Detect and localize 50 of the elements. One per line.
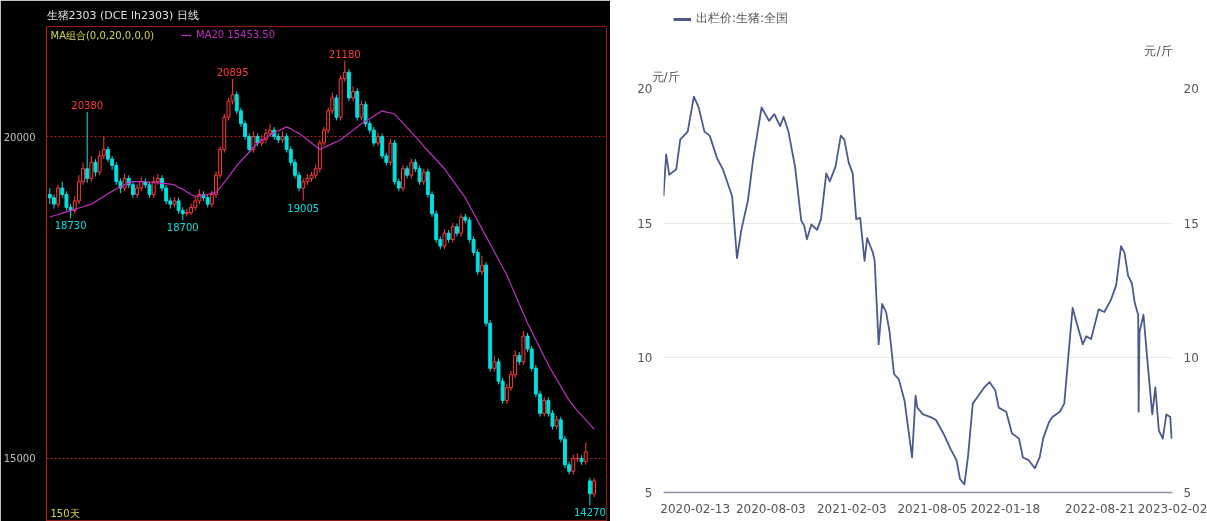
x-tick-label: 2021-02-03	[816, 501, 887, 516]
y-tick-label: 15	[637, 216, 653, 231]
line-series	[49, 110, 595, 430]
text: 21180	[328, 48, 361, 60]
candlestick	[351, 85, 356, 102]
annotation: MA组合(0,0,20,0,0,0)	[50, 29, 155, 41]
candlestick	[592, 477, 596, 498]
line-series	[663, 95, 1173, 486]
x-tick-label: 2020-02-13	[660, 501, 731, 516]
candlestick	[85, 111, 90, 184]
x-tick-label: 2022-01-18	[970, 501, 1041, 516]
legend-label: MA20 15453.50	[196, 29, 276, 40]
candlestick	[388, 138, 393, 167]
text: 18730	[54, 220, 87, 232]
y-tick-label: 10	[637, 351, 653, 366]
text: 20380	[71, 100, 104, 112]
x-tick-label: 2020-08-03	[735, 501, 806, 516]
candlestick	[301, 177, 306, 202]
y-tick-label: 20000	[3, 131, 36, 143]
candlestick	[184, 208, 189, 217]
y-tick-label: 20	[637, 82, 653, 96]
candlestick	[479, 255, 484, 276]
y2-tick-label: 5	[1183, 486, 1192, 500]
y2-tick-label: 10	[1183, 351, 1199, 366]
annotation: 150天	[50, 507, 80, 519]
x-tick-label: 2023-02-02	[1137, 501, 1207, 516]
candlestick	[334, 94, 339, 121]
y-axis-title: 元/斤	[651, 69, 680, 84]
y2-tick-label: 20	[1183, 82, 1199, 96]
y-tick-label: 15000	[3, 453, 36, 465]
y2-axis-title: 元/斤	[1144, 43, 1173, 58]
legend-label: 出栏价:生猪:全国	[696, 10, 789, 27]
text: 18700	[166, 222, 199, 234]
text: 20895	[216, 66, 249, 78]
candlestick	[359, 100, 364, 121]
candlestick	[371, 126, 376, 147]
chart-title: 生猪2303 (DCE lh2303) 日线	[46, 8, 199, 22]
candlestick	[587, 477, 592, 506]
candlestick	[442, 228, 447, 250]
text: 14270	[573, 507, 606, 519]
x-tick-label: 2022-08-21	[1065, 501, 1135, 516]
y2-tick-label: 15	[1183, 216, 1199, 231]
x-tick-label: 2021-08-05	[897, 501, 968, 516]
candlestick	[380, 132, 385, 160]
candlestick	[571, 454, 576, 476]
y-tick-label: 5	[644, 486, 653, 500]
candlestick	[56, 184, 61, 208]
candlestick	[268, 123, 272, 138]
text: 19005	[287, 202, 320, 214]
candlestick	[542, 396, 547, 418]
